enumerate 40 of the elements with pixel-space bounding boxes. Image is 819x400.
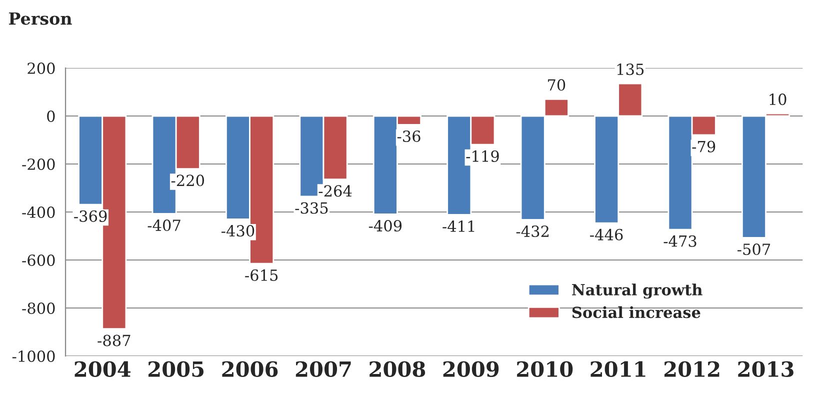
data-label: -409	[368, 220, 402, 232]
y-axis-title: Person	[8, 12, 72, 25]
data-label: -411	[442, 220, 474, 232]
data-label: -615	[245, 269, 278, 281]
data-label: 10	[770, 94, 786, 106]
y-tick-label: -600	[22, 254, 55, 266]
legend-label: Social increase	[572, 306, 700, 318]
data-label: 135	[617, 64, 644, 76]
legend-label: Natural growth	[572, 284, 702, 299]
y-tick-label: 200	[28, 62, 55, 74]
data-label: -335	[295, 202, 328, 214]
x-tick-label: 2007	[296, 361, 351, 377]
y-tick-label: -800	[22, 302, 55, 314]
y-tick-label: -1000	[12, 350, 55, 362]
x-tick-label: 2012	[664, 361, 720, 377]
y-tick-label: 0	[47, 110, 55, 122]
data-label: -36	[397, 130, 420, 142]
x-tick-label: 2009	[443, 361, 499, 377]
y-tick-label: -400	[22, 206, 55, 218]
data-label: -220	[171, 174, 204, 186]
data-label: -264	[318, 185, 352, 197]
data-label: 70	[548, 79, 566, 91]
data-label: -430	[222, 225, 254, 237]
data-label: -432	[516, 226, 549, 238]
x-tick-label: 2013	[738, 361, 794, 377]
x-tick-label: 2005	[148, 361, 204, 377]
data-label: -119	[466, 150, 499, 162]
data-label: -507	[737, 244, 770, 256]
data-label: -369	[74, 210, 107, 222]
data-label: -887	[98, 334, 130, 346]
x-tick-label: 2010	[517, 361, 573, 377]
data-label: -473	[664, 235, 696, 247]
x-tick-label: 2004	[74, 361, 131, 377]
data-label: -407	[148, 220, 180, 232]
x-tick-label: 2008	[370, 361, 426, 377]
x-tick-label: 2006	[222, 361, 278, 377]
x-tick-label: 2011	[590, 361, 646, 377]
data-label: -79	[692, 140, 716, 152]
data-label: -446	[590, 228, 623, 240]
y-tick-label: -200	[22, 158, 55, 170]
